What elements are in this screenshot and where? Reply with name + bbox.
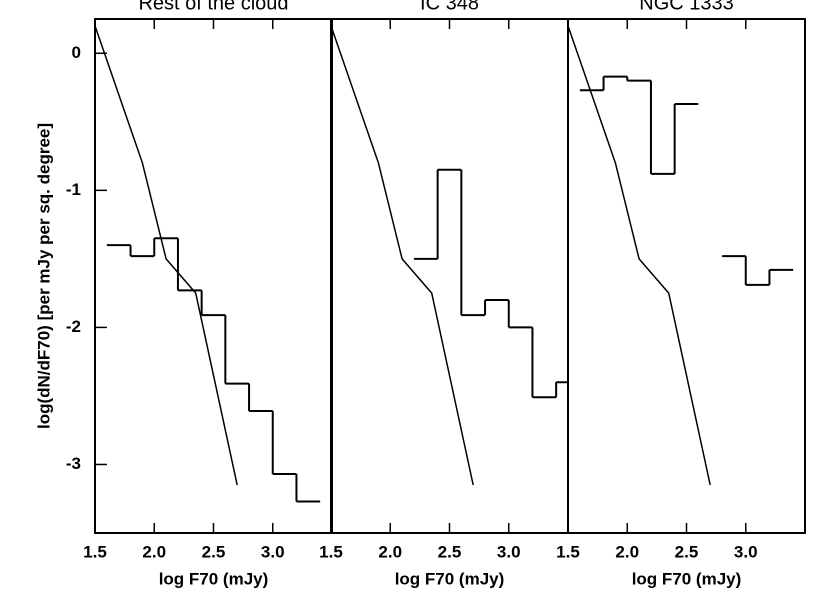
panel-title: NGC 1333 — [639, 0, 734, 14]
plot-frame — [94, 18, 333, 534]
x-tick-label: 2.5 — [202, 542, 226, 561]
x-tick-label: 2.5 — [438, 542, 462, 561]
model-line — [568, 25, 711, 486]
x-tick-label: 2.0 — [378, 542, 402, 561]
x-tick-label: 2.0 — [142, 542, 166, 561]
plot-frame — [330, 18, 569, 534]
x-axis-label: log F70 (mJy) — [395, 569, 505, 588]
x-axis-label: log F70 (mJy) — [159, 569, 269, 588]
x-tick-label: 3.0 — [734, 542, 758, 561]
model-line — [331, 25, 474, 486]
panel-title: IC 348 — [420, 0, 479, 14]
plot-area — [568, 25, 794, 486]
y-tick-label: -1 — [66, 180, 81, 199]
y-axis-label: log(dN/dF70) [per mJy per sq. degree] — [34, 123, 53, 429]
plot-area — [331, 25, 568, 486]
x-tick-label: 1.5 — [556, 542, 580, 561]
x-tick-label: 1.5 — [83, 542, 107, 561]
y-tick-label: -3 — [66, 454, 81, 473]
x-tick-label: 1.5 — [319, 542, 343, 561]
y-tick-label: 0 — [72, 43, 81, 62]
model-line — [95, 25, 238, 486]
x-tick-label: 3.0 — [497, 542, 521, 561]
x-axis-label: log F70 (mJy) — [632, 569, 742, 588]
x-tick-label: 2.5 — [675, 542, 699, 561]
x-tick-label: 2.0 — [615, 542, 639, 561]
panel-title: Rest of the cloud — [138, 0, 288, 14]
x-tick-label: 3.0 — [261, 542, 285, 561]
plot-area — [95, 25, 321, 503]
y-tick-label: -2 — [66, 317, 81, 336]
